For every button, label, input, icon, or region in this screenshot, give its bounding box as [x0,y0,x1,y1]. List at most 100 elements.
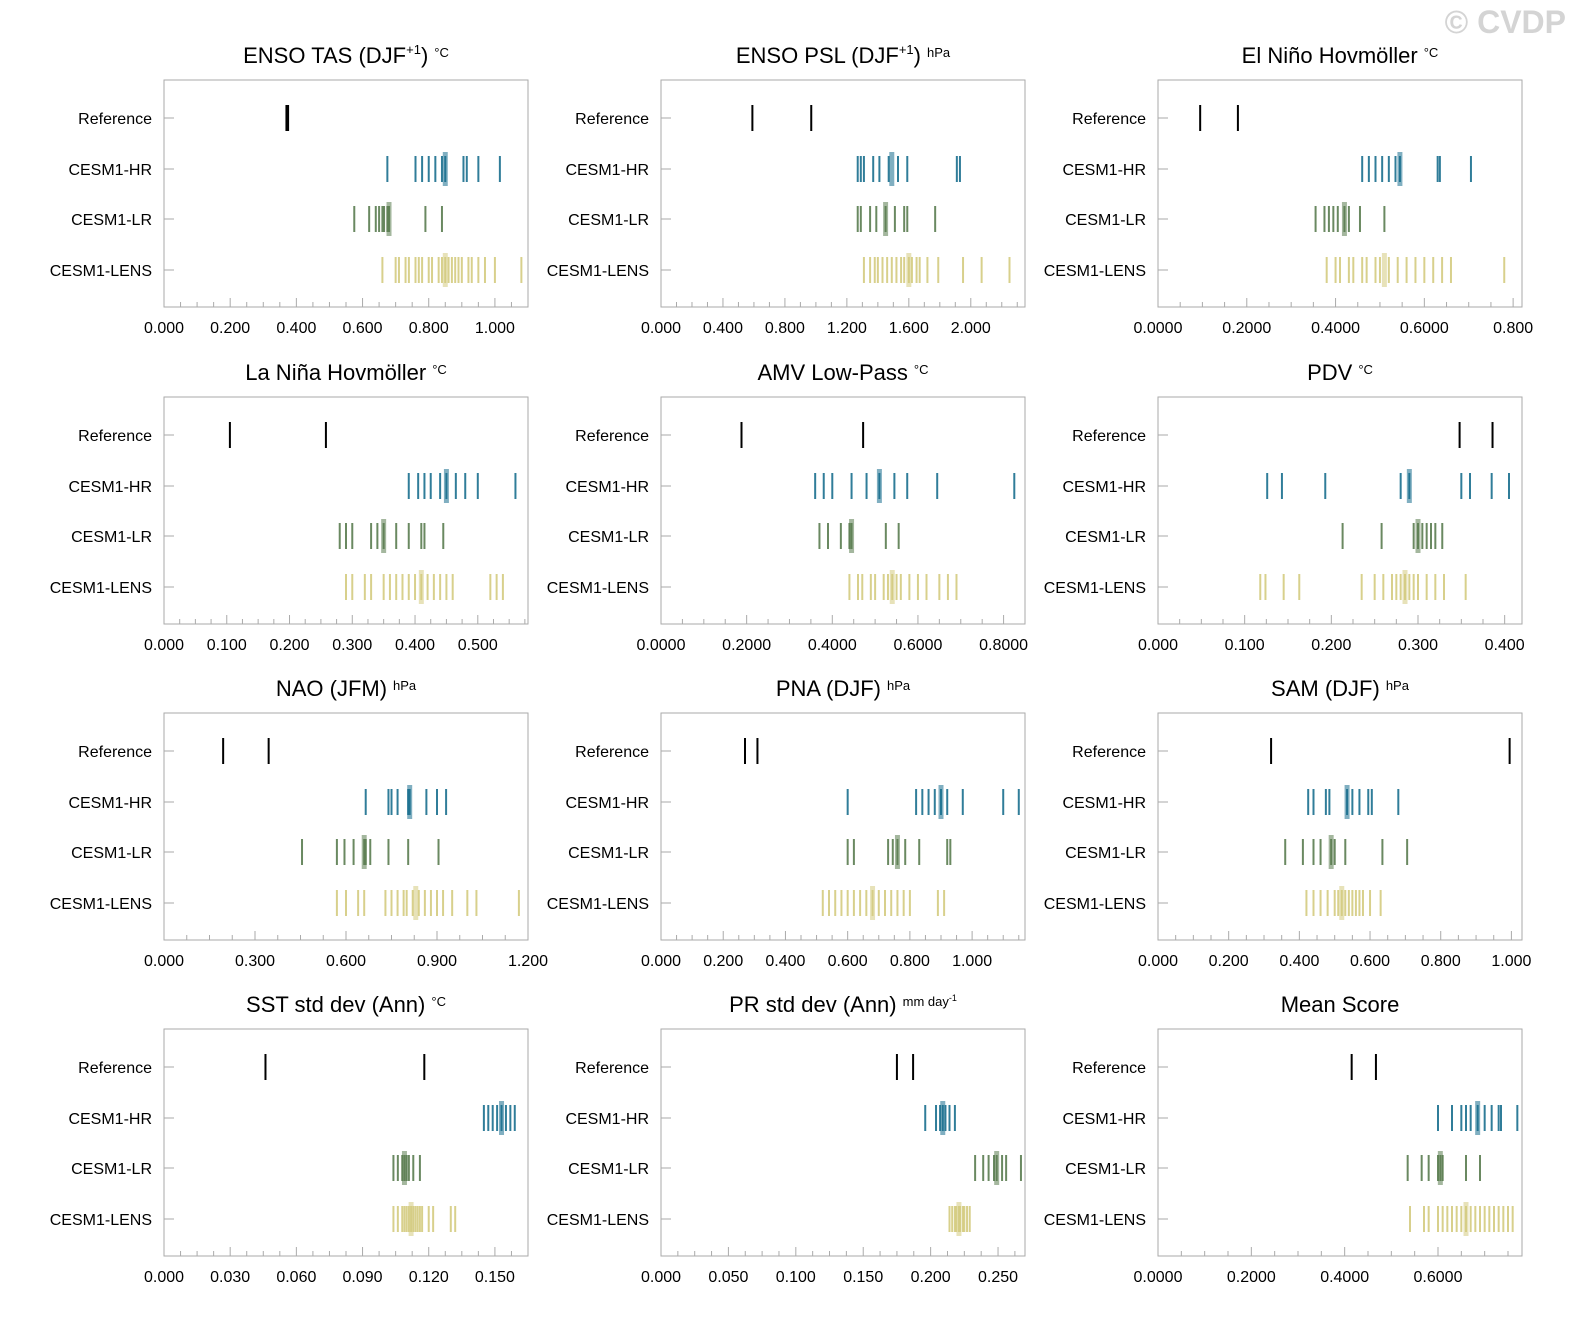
series-cesm1-hr [386,152,501,186]
x-tick-label: 0.000 [1138,637,1178,654]
plot-frame [163,396,529,625]
series-reference [264,1054,426,1080]
series-reference [1350,1054,1377,1080]
title-superscript: +1 [899,42,914,57]
plot-frame [660,1028,1026,1257]
series-cesm1-lr [338,519,445,553]
title-main: SST std dev (Ann) [246,992,425,1017]
x-tick-label: 0.800 [1493,320,1533,337]
series-cesm1-lr [1406,1151,1481,1185]
category-label: CESM1-LENS [547,896,649,913]
x-tick-label: 0.100 [1225,637,1265,654]
units-label: °C [432,362,447,377]
x-tick-label: 0.000 [144,1269,184,1286]
x-tick-label: 0.4000 [1320,1269,1369,1286]
series-reference [285,105,290,131]
x-tick-label: 0.030 [210,1269,250,1286]
plot-frame [163,79,529,308]
units-label: hPa [927,45,951,60]
panel-title: PDV °C [1307,360,1373,385]
series-cesm1-hr [846,785,1020,819]
panel-2: ENSO PSL (DJF+1) hPa Reference CESM1-HR CESM… [547,42,1026,337]
series-reference [895,1054,915,1080]
series-cesm1-hr [924,1101,956,1135]
category-label: Reference [575,111,649,128]
x-tick-label: 0.0000 [637,637,686,654]
cvdp-watermark: © CVDP [1444,4,1566,40]
x-tick-label: 1.200 [508,953,548,970]
category-label: CESM1-LR [568,212,649,229]
category-label: Reference [78,1060,152,1077]
category-label: CESM1-LR [1065,1161,1146,1178]
series-reference [740,422,865,448]
x-tick-label: 1.200 [827,320,867,337]
x-tick-label: 0.2000 [722,637,771,654]
panel-10: SST std dev (Ann) °C Reference CESM1-HR CESM… [50,992,529,1286]
x-tick-label: 0.4000 [1311,320,1360,337]
panel-11: PR std dev (Ann) mm day-1 Reference CESM1-H… [547,992,1026,1286]
panel-title: La Niña Hovmöller °C [245,360,447,385]
x-tick-label: 0.400 [276,320,316,337]
series-cesm1-lens [1259,570,1467,604]
series-cesm1-lr [1284,835,1409,869]
x-tick-label: 0.400 [1279,953,1319,970]
series-cesm1-hr [482,1101,516,1135]
category-label: CESM1-LR [71,529,152,546]
series-cesm1-lens [821,886,946,920]
units-label: °C [914,362,929,377]
x-tick-label: 0.4000 [808,637,857,654]
category-label: Reference [1072,111,1146,128]
units-label: hPa [887,678,911,693]
series-cesm1-hr [1437,1101,1519,1135]
x-tick-label: 1.600 [889,320,929,337]
series-cesm1-lens [948,1202,971,1236]
series-cesm1-lr [974,1151,1022,1185]
x-tick-label: 0.120 [409,1269,449,1286]
x-tick-label: 0.200 [1209,953,1249,970]
panel-title: Mean Score [1281,992,1400,1017]
series-cesm1-lr [301,835,440,869]
x-tick-label: 0.300 [235,953,275,970]
category-label: CESM1-LR [1065,212,1146,229]
category-label: CESM1-LR [71,212,152,229]
series-cesm1-lr [1341,519,1444,553]
series-cesm1-lens [862,253,1011,287]
category-label: CESM1-LENS [547,263,649,280]
x-tick-label: 0.900 [417,953,457,970]
panel-title: SST std dev (Ann) °C [246,992,446,1017]
title-close: ) [421,43,428,68]
series-cesm1-hr [1361,152,1472,186]
panel-title: PNA (DJF) hPa [776,676,911,701]
x-tick-label: 0.000 [641,1269,681,1286]
category-label: Reference [575,1060,649,1077]
panel-12: Mean Score Reference CESM1-HR CESM1-LR CESM1… [1044,992,1523,1286]
category-label: CESM1-HR [565,1111,649,1128]
x-tick-label: 0.000 [641,320,681,337]
x-tick-label: 0.250 [978,1269,1018,1286]
series-reference [1458,422,1494,448]
title-main: AMV Low-Pass [758,360,908,385]
title-main: PNA (DJF) [776,676,881,701]
category-label: CESM1-HR [565,479,649,496]
plot-frame [1157,1028,1523,1257]
x-tick-label: 0.600 [1350,953,1390,970]
x-tick-label: 0.000 [1138,953,1178,970]
series-cesm1-lens [848,570,958,604]
title-main: ENSO PSL (DJF [736,43,899,68]
title-main: PR std dev (Ann) [729,992,897,1017]
title-main: SAM (DJF) [1271,676,1380,701]
category-label: Reference [1072,744,1146,761]
x-tick-label: 0.600 [828,953,868,970]
x-tick-label: 1.000 [475,320,515,337]
series-cesm1-lr [353,202,443,236]
series-cesm1-hr [407,469,517,503]
x-tick-label: 0.400 [703,320,743,337]
x-tick-label: 0.050 [708,1269,748,1286]
panel-title: ENSO TAS (DJF+1) °C [243,42,449,68]
series-cesm1-lens [1325,253,1506,287]
series-cesm1-hr [1307,785,1400,819]
category-label: Reference [575,744,649,761]
series-cesm1-lr [1314,202,1386,236]
panel-5: AMV Low-Pass °C Reference CESM1-HR CESM1-LR C… [547,360,1028,654]
x-tick-label: 0.060 [276,1269,316,1286]
